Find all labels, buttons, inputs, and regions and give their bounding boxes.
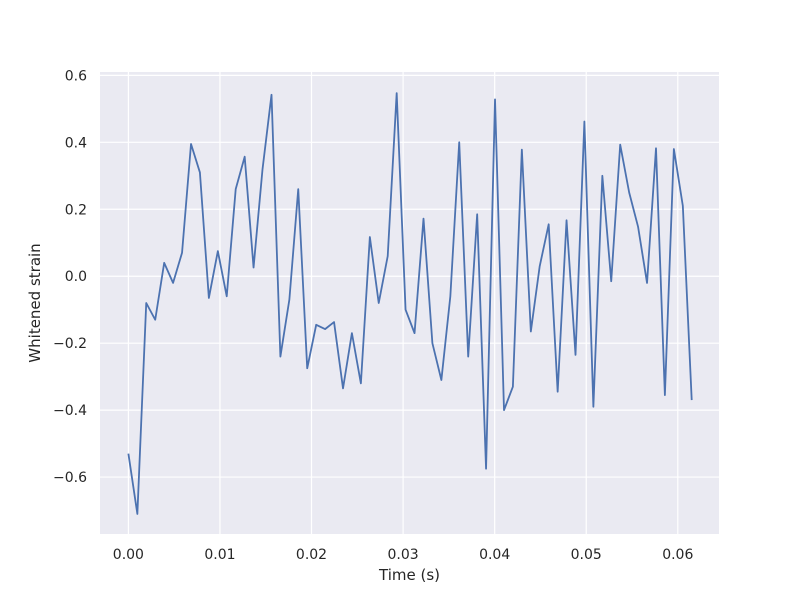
y-tick-label: 0.0 [65, 269, 87, 285]
y-tick-label: 0.6 [65, 68, 87, 84]
x-tick-labels: 0.00 0.01 0.02 0.03 0.04 0.05 0.06 [113, 547, 694, 563]
y-axis-label: Whitened strain [26, 243, 44, 362]
x-tick-label: 0.03 [388, 547, 419, 563]
plot-area-background [100, 72, 719, 534]
x-tick-label: 0.02 [296, 547, 327, 563]
y-tick-labels: −0.6 −0.4 −0.2 0.0 0.2 0.4 0.6 [53, 68, 87, 486]
y-tick-label: 0.2 [65, 202, 87, 218]
x-tick-label: 0.06 [662, 547, 693, 563]
y-tick-label: 0.4 [65, 135, 87, 151]
x-tick-label: 0.01 [204, 547, 235, 563]
x-axis-label: Time (s) [378, 566, 440, 584]
strain-series-line [127, 92, 693, 515]
x-tick-label: 0.05 [571, 547, 602, 563]
y-tick-label: −0.2 [53, 336, 87, 352]
y-tick-label: −0.4 [53, 403, 87, 419]
series-layer [127, 92, 693, 515]
x-tick-label: 0.04 [479, 547, 510, 563]
x-tick-label: 0.00 [113, 547, 144, 563]
y-tick-label: −0.6 [53, 470, 87, 486]
